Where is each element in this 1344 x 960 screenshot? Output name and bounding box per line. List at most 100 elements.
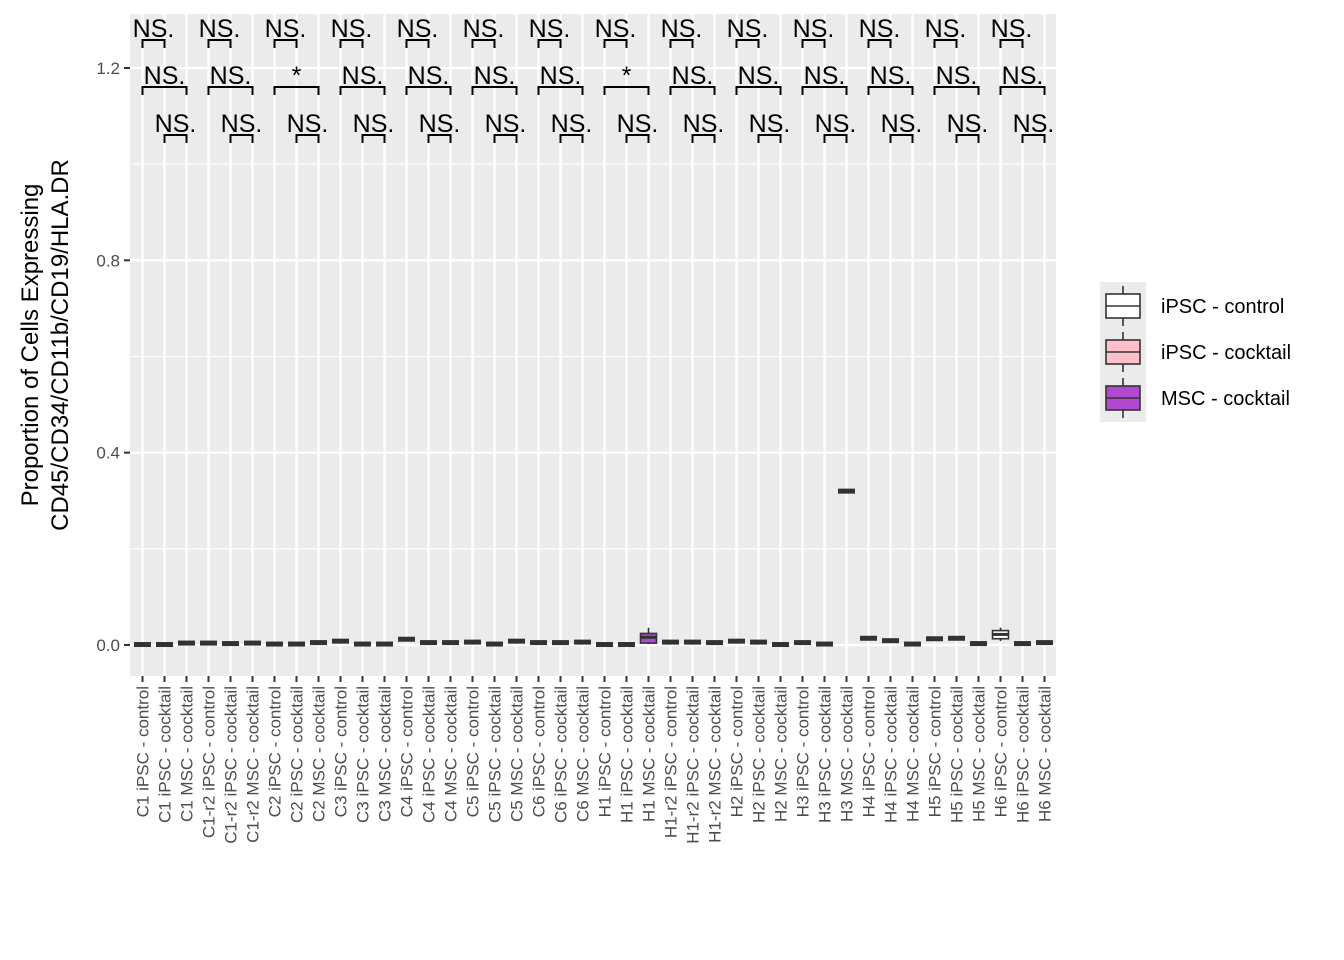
bracket-line (669, 39, 694, 48)
x-tick-label: H1-r2 iPSC - control (662, 686, 681, 838)
x-tick-label: H3 MSC - cocktail (838, 686, 857, 822)
significance-label: NS. (870, 62, 912, 90)
x-tick-label: C3 iPSC - cocktail (354, 686, 373, 823)
box-9 (332, 638, 349, 644)
box-0 (134, 642, 151, 648)
bracket-line (295, 134, 320, 143)
box-21 (596, 642, 613, 648)
box-15 (464, 639, 481, 645)
significance-bracket-26: NS. (683, 110, 725, 143)
bracket-line (273, 86, 320, 95)
bracket-line (537, 39, 562, 48)
bracket-line (207, 39, 232, 48)
significance-label: NS. (991, 15, 1033, 43)
box-median (1014, 641, 1031, 647)
box-series (134, 488, 1053, 648)
significance-bracket-11: NS. (353, 110, 394, 143)
legend-entry-1: iPSC - cocktail (1105, 332, 1291, 372)
box-23 (639, 627, 658, 645)
x-tick-label: H1-r2 MSC - cocktail (706, 686, 725, 843)
bracket-line (691, 134, 716, 143)
box-median (684, 639, 701, 645)
box-19 (552, 640, 569, 646)
significance-label: NS. (397, 15, 439, 43)
significance-bracket-14: NS. (419, 110, 460, 143)
significance-bracket-22: * (603, 62, 650, 95)
bracket-line (339, 39, 364, 48)
significance-bracket-27: NS. (727, 15, 768, 48)
bracket-line (603, 39, 628, 48)
x-tick-label: H6 iPSC - control (992, 686, 1011, 817)
significance-label: NS. (595, 15, 637, 43)
significance-label: NS. (474, 62, 516, 90)
box-median (904, 641, 921, 647)
significance-bracket-21: NS. (595, 15, 637, 48)
significance-bracket-29: NS. (749, 110, 790, 143)
x-tick-label: C6 MSC - cocktail (574, 686, 593, 822)
bracket-line (273, 39, 298, 48)
box-22 (618, 642, 635, 648)
x-tick-label: H2 iPSC - control (728, 686, 747, 817)
box-11 (376, 641, 393, 647)
y-tick-label: 0.4 (96, 444, 120, 463)
box-median (354, 641, 371, 647)
significance-label: NS. (683, 110, 725, 138)
significance-bracket-28: NS. (735, 62, 782, 95)
box-median (420, 640, 437, 646)
legend-label: iPSC - control (1161, 296, 1284, 318)
significance-bracket-39: NS. (991, 15, 1033, 48)
significance-label: NS. (815, 110, 857, 138)
significance-bracket-3: NS. (199, 15, 240, 48)
box-median (860, 635, 877, 641)
box-1 (156, 642, 173, 648)
box-median (398, 636, 415, 642)
x-tick-label: C2 iPSC - control (266, 686, 285, 817)
box-median (750, 639, 767, 645)
significance-bracket-2: NS. (155, 110, 196, 143)
legend: iPSC - control iPSC - cocktail MSC - cockt… (1100, 282, 1291, 422)
x-tick-label: C5 MSC - cocktail (508, 686, 527, 822)
box-10 (354, 641, 371, 647)
box-median (376, 641, 393, 647)
bracket-line (625, 134, 650, 143)
x-tick-label: H2 MSC - cocktail (772, 686, 791, 822)
bracket-line (867, 86, 914, 95)
x-tick-label: C2 iPSC - cocktail (288, 686, 307, 823)
box-32 (838, 488, 855, 494)
bracket-line (339, 86, 386, 95)
bracket-line (1021, 134, 1046, 143)
x-tick-label: H4 iPSC - cocktail (882, 686, 901, 823)
bracket-line (999, 39, 1024, 48)
significance-label: NS. (881, 110, 923, 138)
x-tick-label: C3 iPSC - control (332, 686, 351, 817)
significance-bracket-13: NS. (405, 62, 452, 95)
box-median (486, 641, 503, 647)
box-median (1036, 640, 1053, 646)
x-tick-label: H6 MSC - cocktail (1036, 686, 1055, 822)
box-26 (706, 640, 723, 646)
x-tick-label: H1-r2 iPSC - cocktail (684, 686, 703, 844)
significance-bracket-6: NS. (265, 15, 306, 48)
y-tick-label: 1.2 (96, 59, 120, 78)
legend-entry-0: iPSC - control (1105, 286, 1284, 326)
x-tick-label: H5 MSC - cocktail (970, 686, 989, 822)
significance-label: NS. (133, 15, 175, 43)
significance-bracket-1: NS. (141, 62, 188, 95)
x-tick-label: C1 iPSC - control (134, 686, 153, 817)
bracket-line (867, 39, 892, 48)
x-tick-label: H5 iPSC - control (926, 686, 945, 817)
box-median (574, 639, 591, 645)
box-median (288, 641, 305, 647)
significance-label: NS. (221, 110, 263, 138)
significance-bracket-37: NS. (933, 62, 980, 95)
significance-label: NS. (331, 15, 373, 43)
box-14 (442, 640, 459, 646)
significance-label: * (622, 62, 632, 90)
box-median (134, 642, 151, 648)
box-41 (1036, 640, 1053, 646)
bracket-line (405, 86, 452, 95)
box-median (200, 640, 217, 646)
significance-label: NS. (947, 110, 989, 138)
significance-bracket-41: NS. (1013, 110, 1054, 143)
